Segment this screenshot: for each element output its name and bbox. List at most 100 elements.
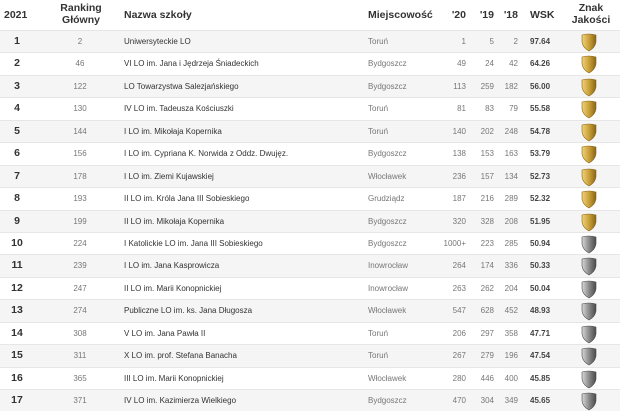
gold-shield-icon xyxy=(580,168,598,187)
main-ranking-cell: 224 xyxy=(73,238,87,248)
rank-2020-cell: 206 xyxy=(452,328,466,338)
table-header: 2021 Ranking Główny Nazwa szkoły Miejscow… xyxy=(0,0,620,30)
table-row[interactable]: 3 122 LO Towarzystwa Salezjańskiego Bydgosz… xyxy=(0,74,620,98)
city-cell: Włocławek xyxy=(368,171,407,181)
rank-2020-cell: 470 xyxy=(452,396,466,405)
table-row[interactable]: 11 239 I LO im. Jana Kasprowicza Inowrocław… xyxy=(0,254,620,277)
table-row[interactable]: 9 199 II LO im. Mikołaja Kopernika Bydgoszc… xyxy=(0,209,620,232)
wsk-cell: 52.73 xyxy=(530,171,551,181)
school-name-cell[interactable]: III LO im. Marii Konopnickiej xyxy=(124,373,224,383)
school-name-cell[interactable]: I LO im. Mikołaja Kopernika xyxy=(124,126,222,136)
silver-shield-icon xyxy=(580,257,598,276)
table-row[interactable]: 5 144 I LO im. Mikołaja Kopernika Toruń 140 2… xyxy=(0,119,620,143)
silver-shield-icon xyxy=(580,392,598,411)
school-name-cell[interactable]: IV LO im. Tadeusza Kościuszki xyxy=(124,104,234,114)
rank-cell: 15 xyxy=(11,349,23,362)
school-name-cell[interactable]: II LO im. Mikołaja Kopernika xyxy=(124,216,225,226)
header-y20[interactable]: '20 xyxy=(451,9,466,21)
header-wsk[interactable]: WSK xyxy=(530,9,555,21)
rank-2019-cell: 157 xyxy=(480,171,494,181)
rank-2019-cell: 202 xyxy=(480,126,494,136)
school-name-cell[interactable]: I LO im. Cypriana K. Norwida z Oddz. Dwu… xyxy=(124,149,289,159)
wsk-cell: 64.26 xyxy=(530,59,551,69)
gold-shield-icon xyxy=(580,190,598,209)
main-ranking-cell: 122 xyxy=(73,81,87,91)
table-row[interactable]: 14 308 V LO im. Jana Pawła II Toruń 206 297 35… xyxy=(0,321,620,344)
city-cell: Grudziądz xyxy=(368,194,405,204)
header-name[interactable]: Nazwa szkoły xyxy=(124,9,192,21)
school-name-cell[interactable]: X LO im. prof. Stefana Banacha xyxy=(124,351,237,361)
table-row[interactable]: 15 311 X LO im. prof. Stefana Banacha Toruń… xyxy=(0,344,620,367)
rank-2018-cell: 349 xyxy=(504,396,518,405)
main-ranking-cell: 199 xyxy=(73,216,87,226)
rank-2020-cell: 81 xyxy=(457,104,466,114)
main-ranking-cell: 156 xyxy=(73,149,87,159)
city-cell: Toruń xyxy=(368,328,389,338)
rank-2020-cell: 187 xyxy=(452,194,466,204)
wsk-cell: 48.93 xyxy=(530,306,551,316)
school-name-cell[interactable]: I Katolickie LO im. Jana III Sobieskiego xyxy=(124,238,263,248)
city-cell: Toruń xyxy=(368,126,389,136)
header-y19[interactable]: '19 xyxy=(479,9,494,21)
rank-2019-cell: 304 xyxy=(480,396,494,405)
rank-2020-cell: 138 xyxy=(452,149,466,159)
school-name-cell[interactable]: VI LO im. Jana i Jędrzeja Śniadeckich xyxy=(124,59,259,69)
school-name-cell[interactable]: LO Towarzystwa Salezjańskiego xyxy=(124,81,239,91)
header-city[interactable]: Miejscowość xyxy=(368,9,433,21)
table-row[interactable]: 13 274 Publiczne LO im. ks. Jana Długosza W… xyxy=(0,299,620,322)
city-cell: Bydgoszcz xyxy=(368,81,407,91)
header-y18[interactable]: '18 xyxy=(503,9,518,21)
rank-cell: 13 xyxy=(11,304,23,317)
rank-cell: 10 xyxy=(11,236,23,249)
school-name-cell[interactable]: I LO im. Ziemi Kujawskiej xyxy=(124,171,214,181)
table-row[interactable]: 10 224 I Katolickie LO im. Jana III Sobies… xyxy=(0,231,620,254)
rank-cell: 11 xyxy=(11,259,23,272)
header-ranking[interactable]: Ranking Główny xyxy=(60,2,102,26)
rank-2018-cell: 196 xyxy=(504,351,518,361)
table-row[interactable]: 16 365 III LO im. Marii Konopnickiej Włocła… xyxy=(0,366,620,389)
rank-cell: 5 xyxy=(14,124,20,137)
table-row[interactable]: 6 156 I LO im. Cypriana K. Norwida z Oddz.… xyxy=(0,142,620,164)
rank-2018-cell: 285 xyxy=(504,238,518,248)
city-cell: Toruń xyxy=(368,351,389,361)
rank-2020-cell: 113 xyxy=(453,81,466,91)
school-name-cell[interactable]: IV LO im. Kazimierza Wielkiego xyxy=(124,396,237,405)
rank-2019-cell: 279 xyxy=(480,351,494,361)
school-name-cell[interactable]: II LO im. Marii Konopnickiej xyxy=(124,283,222,293)
header-badge: Znak Jakości xyxy=(570,2,612,26)
table-row[interactable]: 8 193 II LO im. Króla Jana III Sobieskiego… xyxy=(0,187,620,209)
rank-cell: 14 xyxy=(11,326,23,339)
city-cell: Bydgoszcz xyxy=(368,396,407,405)
school-name-cell[interactable]: Publiczne LO im. ks. Jana Długosza xyxy=(124,306,253,316)
city-cell: Inowrocław xyxy=(368,261,409,271)
header-year[interactable]: 2021 xyxy=(4,9,28,21)
city-cell: Bydgoszcz xyxy=(368,216,407,226)
city-cell: Bydgoszcz xyxy=(368,59,407,69)
rank-cell: 1 xyxy=(14,35,20,47)
rank-2018-cell: 452 xyxy=(504,306,518,316)
table-row[interactable]: 17 371 IV LO im. Kazimierza Wielkiego Bydgo… xyxy=(0,389,620,412)
table-row[interactable]: 12 247 II LO im. Marii Konopnickiej Inowroc… xyxy=(0,276,620,299)
silver-shield-icon xyxy=(580,370,598,389)
rank-2020-cell: 49 xyxy=(457,59,466,69)
rank-2019-cell: 5 xyxy=(489,37,494,46)
table-row[interactable]: 2 46 VI LO im. Jana i Jędrzeja Śniadeckich… xyxy=(0,52,620,74)
table-row[interactable]: 4 130 IV LO im. Tadeusza Kościuszki Toruń 81… xyxy=(0,97,620,119)
school-name-cell[interactable]: II LO im. Króla Jana III Sobieskiego xyxy=(124,194,250,204)
gold-shield-icon xyxy=(580,78,598,97)
rank-cell: 17 xyxy=(11,394,23,406)
ranking-table-body: 1 2 Uniwersyteckie LO Toruń 1 5 2 97.64 2 46 VI LO… xyxy=(0,30,620,412)
rank-2018-cell: 289 xyxy=(504,194,518,204)
silver-shield-icon xyxy=(580,280,598,299)
main-ranking-cell: 178 xyxy=(73,171,87,181)
rank-2020-cell: 140 xyxy=(452,126,466,136)
table-row[interactable]: 1 2 Uniwersyteckie LO Toruń 1 5 2 97.64 xyxy=(0,30,620,53)
school-name-cell[interactable]: I LO im. Jana Kasprowicza xyxy=(124,261,220,271)
rank-2020-cell: 547 xyxy=(452,306,466,316)
wsk-cell: 53.79 xyxy=(530,149,551,159)
rank-2019-cell: 83 xyxy=(485,104,494,114)
school-name-cell[interactable]: V LO im. Jana Pawła II xyxy=(124,328,206,338)
school-name-cell[interactable]: Uniwersyteckie LO xyxy=(124,37,191,46)
rank-2019-cell: 328 xyxy=(480,216,494,226)
table-row[interactable]: 7 178 I LO im. Ziemi Kujawskiej Włocławek 23… xyxy=(0,164,620,188)
